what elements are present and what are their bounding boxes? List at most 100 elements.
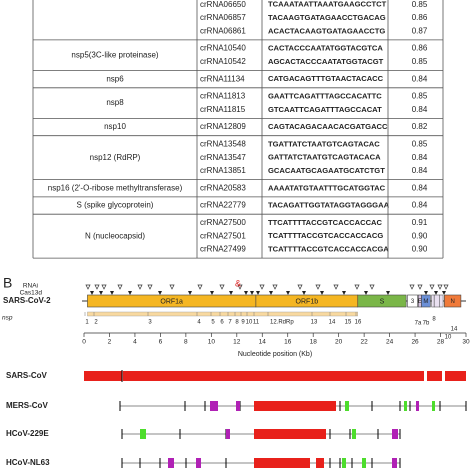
align-block — [404, 401, 407, 411]
nsp-label: 6 — [220, 320, 224, 326]
align-block — [342, 458, 346, 468]
cas13d-label: Cas13d — [20, 290, 43, 297]
align-block — [236, 401, 240, 411]
guide-site — [256, 291, 260, 295]
axis-tick-label: 30 — [462, 339, 470, 346]
guide-site — [188, 291, 192, 295]
score: 0.91 — [412, 218, 428, 227]
align-gap — [424, 371, 427, 381]
sequence: GAATTCAGATTTAGCCACATTC — [268, 91, 382, 100]
crrna-id: crRNA13548 — [200, 139, 246, 148]
crrna-id: crRNA13547 — [200, 153, 246, 162]
align-block — [84, 371, 466, 381]
guide-site — [409, 284, 415, 290]
guide-site — [342, 291, 346, 295]
nsp-title: nsp — [2, 315, 13, 322]
score: 0.90 — [412, 245, 428, 254]
align-block — [254, 401, 336, 411]
axis-tick-label: 26 — [411, 339, 419, 346]
gene: nsp5(3C-like proteinase) — [71, 50, 158, 59]
sequence: TGATTATCTAATGTCAGTACAC — [268, 139, 380, 148]
score: 0.86 — [412, 44, 428, 53]
crrna-id: crRNA11815 — [200, 105, 246, 114]
virus-label: MERS-CoV — [6, 401, 48, 410]
guide-site — [85, 284, 91, 290]
crrna-id: crRNA11813 — [200, 92, 246, 101]
score: 0.87 — [412, 26, 428, 35]
crrna-id: crRNA13851 — [200, 166, 246, 175]
crrna-id: crRNA27500 — [200, 218, 246, 227]
nsp-bar — [87, 311, 358, 317]
sequence: GTCAATTCAGATTTAGCCACAT — [268, 105, 382, 114]
align-block — [432, 401, 435, 411]
guide-site — [197, 284, 203, 290]
guide-site — [90, 291, 94, 295]
gene-label: M — [423, 299, 428, 305]
score: 0.85 — [412, 139, 428, 148]
sequence: AGCACTACCCAATATGGTACGT — [268, 57, 384, 66]
guide-site — [101, 284, 107, 290]
guide-site — [369, 284, 375, 290]
axis-title: Nucleotide position (Kb) — [238, 351, 312, 358]
subgene-label: 7b — [423, 321, 430, 327]
gene: nsp6 — [106, 74, 124, 83]
sequence: CAGTACAGACAACACGATGACC — [268, 122, 388, 131]
nsp-label: 12.RdRp — [270, 320, 294, 326]
nsp-label: 8 — [235, 320, 239, 326]
axis-tick-label: 16 — [284, 339, 292, 346]
align-block — [316, 458, 324, 468]
score: 0.84 — [412, 201, 428, 210]
guide-site — [99, 291, 103, 295]
sequence: TCAAATAATTAAATGAAGCCTCT — [268, 0, 387, 9]
axis-tick-label: 6 — [159, 339, 163, 346]
gene-box — [357, 294, 407, 308]
marker: & — [235, 278, 241, 288]
crrna-id: crRNA06650 — [200, 0, 246, 9]
axis-tick-label: 0 — [82, 339, 86, 346]
gene-box — [444, 294, 462, 308]
gene-label: E — [418, 299, 422, 305]
guide-site — [250, 291, 254, 295]
subgene-label: 14 — [451, 327, 458, 333]
guide-site — [297, 284, 303, 290]
guide-site — [315, 284, 321, 290]
axis-tick-label: 28 — [437, 339, 445, 346]
nsp-label: 13 — [311, 320, 318, 326]
gene: N (nucleocapsid) — [85, 231, 145, 240]
subgene-label: 7a — [415, 321, 422, 327]
align-block — [352, 429, 356, 439]
guide-site — [128, 291, 132, 295]
nsp-label: 1 — [85, 320, 89, 326]
align-block — [254, 458, 310, 468]
axis-tick-label: 24 — [386, 339, 394, 346]
virus-label: HCoV-NL63 — [6, 458, 50, 467]
axis-tick-label: 22 — [361, 339, 369, 346]
nsp-label: 10 — [246, 320, 253, 326]
guide-site — [158, 291, 162, 295]
guide-site — [269, 291, 273, 295]
nsp-label: 3 — [148, 320, 152, 326]
gene-label: 3 — [411, 299, 415, 305]
align-block — [168, 458, 174, 468]
guide-site — [286, 291, 290, 295]
axis-tick-label: 10 — [208, 339, 216, 346]
crrna-id: crRNA12809 — [200, 122, 246, 131]
guide-site — [237, 284, 243, 290]
align-block — [392, 458, 397, 468]
guide-site — [417, 284, 423, 290]
guide-site — [117, 284, 123, 290]
gene-box — [433, 294, 440, 308]
guide-site — [442, 291, 446, 295]
align-gap — [442, 371, 445, 381]
gene: nsp8 — [106, 98, 124, 107]
score: 0.86 — [412, 13, 428, 22]
panel-label: B — [3, 275, 12, 291]
rnai-label: RNAi — [23, 283, 38, 290]
crrna-id: crRNA20583 — [200, 183, 246, 192]
gene-label: ORF1b — [296, 298, 319, 305]
crrna-id: crRNA10540 — [200, 44, 246, 53]
nsp-label: 11 — [253, 320, 260, 326]
crrna-id: crRNA06857 — [200, 13, 246, 22]
nsp-label: 7 — [228, 320, 232, 326]
